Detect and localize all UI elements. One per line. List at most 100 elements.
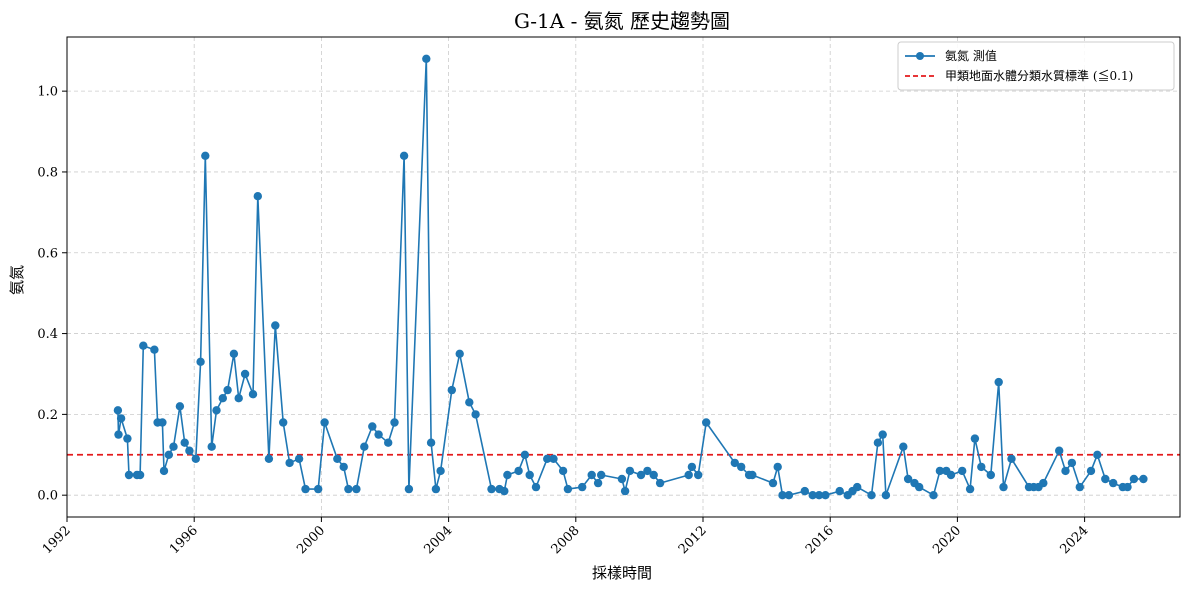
data-point bbox=[471, 410, 480, 419]
data-point bbox=[374, 430, 383, 439]
data-point bbox=[778, 491, 787, 500]
legend-label-measured: 氨氮 測值 bbox=[945, 48, 997, 63]
x-tick-label: 2004 bbox=[421, 523, 455, 557]
data-point bbox=[881, 491, 891, 500]
data-point bbox=[636, 470, 646, 480]
data-point bbox=[977, 462, 986, 472]
data-point bbox=[999, 482, 1008, 492]
y-axis-ticks: 0.0 0.2 0.4 0.6 0.8 1.0 bbox=[37, 85, 67, 504]
data-point bbox=[368, 422, 377, 431]
x-tick-label: 2020 bbox=[930, 523, 964, 557]
data-point bbox=[563, 484, 573, 494]
data-point bbox=[587, 470, 596, 480]
data-point bbox=[687, 462, 697, 472]
x-axis-label: 採樣時間 bbox=[592, 564, 652, 582]
data-point bbox=[503, 470, 512, 480]
legend-box bbox=[897, 41, 1175, 91]
data-point bbox=[180, 438, 189, 447]
data-point bbox=[814, 491, 824, 500]
data-point bbox=[1109, 478, 1118, 488]
legend-series-marker bbox=[916, 52, 924, 60]
data-point bbox=[124, 470, 134, 480]
series-line-measured bbox=[117, 57, 1144, 497]
data-point bbox=[223, 385, 232, 395]
x-tick-label: 2024 bbox=[1057, 523, 1091, 557]
data-point bbox=[915, 482, 924, 492]
data-point bbox=[500, 486, 509, 496]
data-point bbox=[597, 470, 606, 480]
data-point bbox=[558, 466, 568, 476]
data-point bbox=[643, 466, 652, 476]
data-point bbox=[684, 470, 693, 480]
data-point bbox=[285, 458, 294, 468]
data-point bbox=[730, 458, 739, 468]
data-point bbox=[352, 484, 361, 494]
grid-lines bbox=[66, 37, 1180, 517]
data-point bbox=[116, 414, 126, 423]
data-point bbox=[1055, 446, 1064, 455]
x-tick-label: 1996 bbox=[167, 523, 201, 557]
chart-title: G-1A - 氨氮 歷史趨勢圖 bbox=[514, 9, 730, 33]
data-point bbox=[784, 491, 794, 500]
plot-area-frame bbox=[66, 36, 1181, 518]
data-point bbox=[800, 486, 809, 496]
data-point bbox=[201, 151, 210, 160]
data-point bbox=[169, 442, 178, 451]
data-point bbox=[240, 369, 250, 379]
data-point bbox=[113, 406, 123, 415]
data-point bbox=[768, 478, 778, 488]
data-point bbox=[390, 418, 399, 427]
data-point bbox=[1101, 474, 1110, 484]
data-point bbox=[123, 434, 132, 443]
x-tick-label: 2000 bbox=[294, 523, 328, 557]
data-point bbox=[431, 484, 441, 494]
data-point bbox=[207, 442, 216, 451]
data-point bbox=[159, 466, 169, 476]
data-point bbox=[271, 321, 280, 330]
data-point bbox=[158, 418, 167, 427]
data-point bbox=[525, 470, 534, 480]
data-point bbox=[946, 470, 956, 480]
data-point bbox=[164, 450, 173, 459]
data-point bbox=[422, 54, 431, 63]
data-point bbox=[903, 474, 913, 484]
data-point bbox=[620, 486, 630, 496]
data-point bbox=[994, 377, 1003, 387]
data-point bbox=[737, 462, 746, 472]
data-point bbox=[965, 484, 975, 494]
data-point bbox=[253, 192, 262, 201]
data-point bbox=[958, 466, 967, 476]
data-point bbox=[878, 430, 887, 439]
data-point bbox=[320, 418, 329, 427]
data-point bbox=[294, 454, 304, 463]
data-point bbox=[404, 484, 414, 494]
data-point bbox=[867, 491, 876, 500]
data-point bbox=[339, 462, 348, 472]
data-point bbox=[248, 390, 258, 399]
x-tick-label: 1992 bbox=[40, 523, 74, 557]
data-point bbox=[986, 470, 995, 480]
data-point bbox=[185, 446, 194, 455]
data-point bbox=[135, 470, 145, 480]
data-point bbox=[384, 438, 393, 447]
data-point bbox=[1123, 482, 1132, 492]
data-point bbox=[773, 462, 782, 472]
data-point bbox=[1075, 482, 1085, 492]
x-axis-ticks: 1992 1996 2000 2004 2008 2012 2016 2020 2024 bbox=[40, 517, 1091, 557]
data-point bbox=[234, 394, 243, 403]
y-tick-label: 0.4 bbox=[37, 327, 58, 342]
data-point bbox=[333, 454, 342, 463]
data-point bbox=[465, 398, 474, 407]
data-point bbox=[970, 434, 980, 443]
data-point bbox=[196, 357, 205, 366]
data-point bbox=[520, 450, 530, 459]
x-tick-label: 2016 bbox=[803, 523, 837, 557]
series-layer bbox=[113, 54, 1148, 500]
data-point bbox=[625, 466, 635, 476]
data-point bbox=[1139, 474, 1148, 484]
data-point bbox=[436, 466, 445, 476]
data-point bbox=[531, 482, 541, 492]
data-point bbox=[1039, 478, 1048, 488]
data-point bbox=[1086, 466, 1096, 476]
